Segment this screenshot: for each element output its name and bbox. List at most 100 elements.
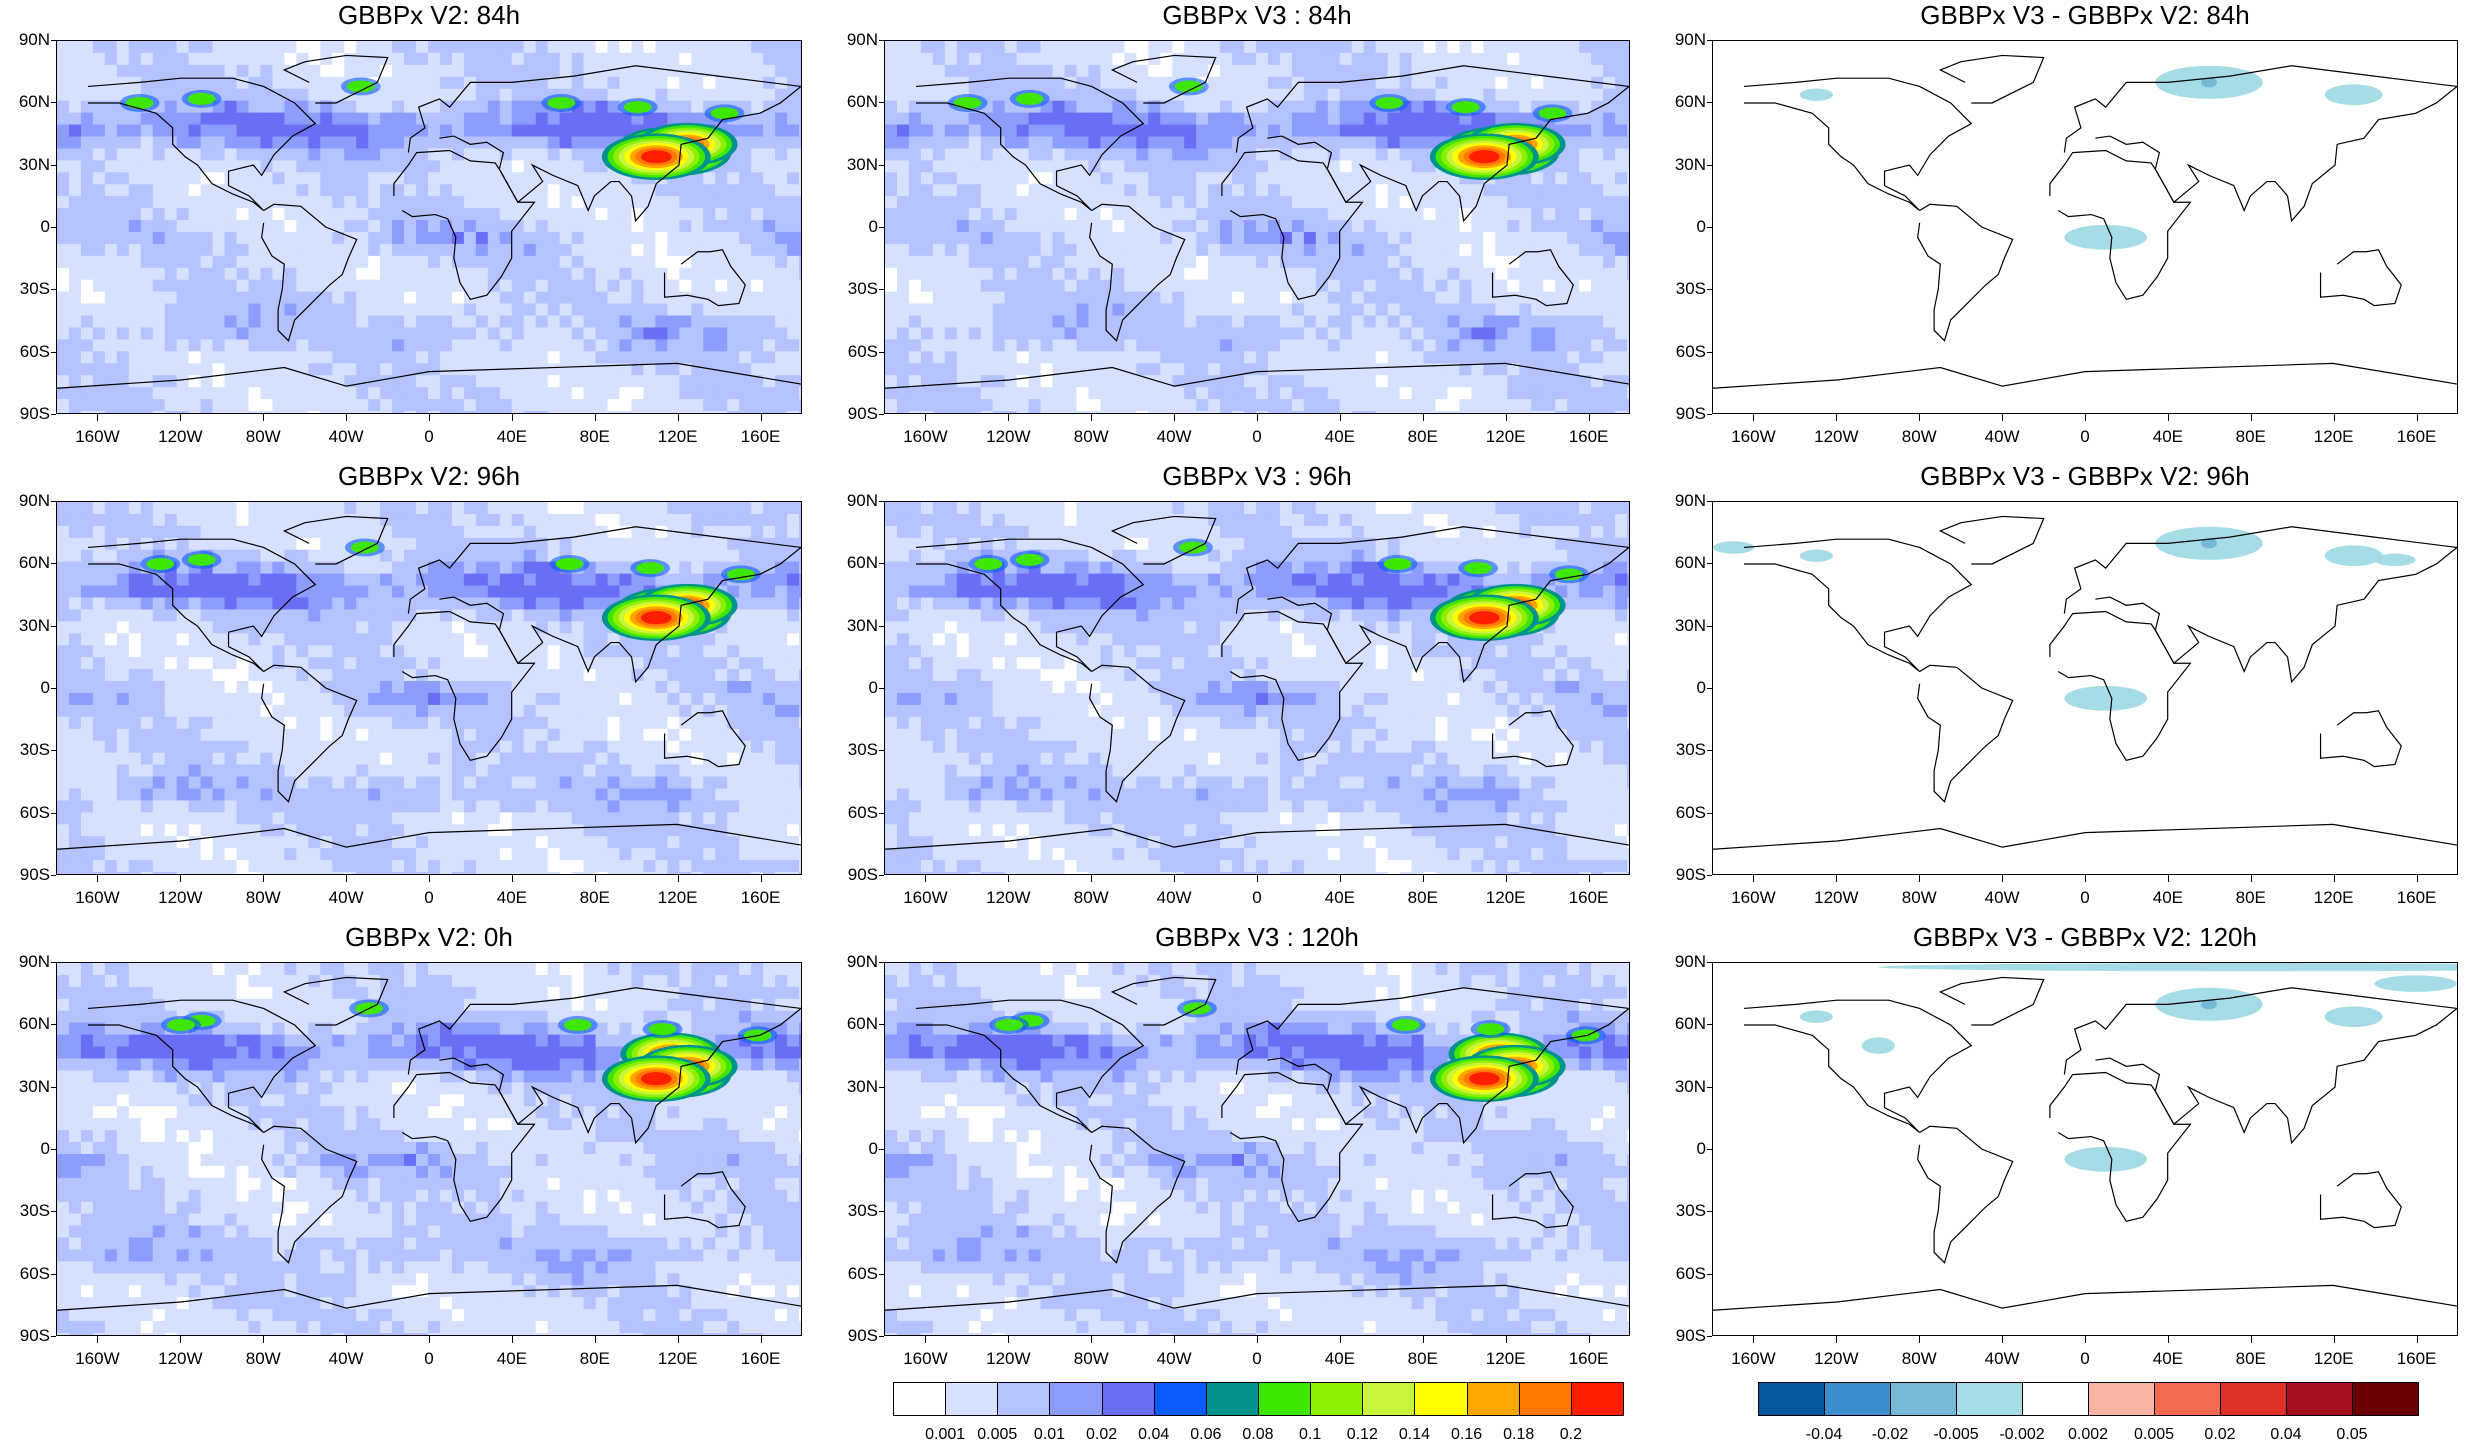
lat-tick: [51, 875, 56, 876]
lat-label: 30S: [0, 1202, 50, 1219]
lat-label: 0: [822, 218, 878, 235]
lat-label: 60S: [822, 1265, 878, 1282]
lon-tick: [1423, 1336, 1424, 1343]
legend-swatch: [2022, 1382, 2089, 1416]
lon-tick: [429, 414, 430, 421]
lat-tick: [51, 1149, 56, 1150]
lat-tick: [51, 626, 56, 627]
legend-swatch: [1414, 1382, 1467, 1416]
lon-label: 80W: [233, 889, 293, 906]
lon-label: 80W: [1889, 889, 1949, 906]
lon-tick: [512, 414, 513, 421]
lon-label: 80E: [1393, 428, 1453, 445]
map-area: [56, 501, 802, 875]
lat-tick: [1707, 1024, 1712, 1025]
lon-tick: [761, 414, 762, 421]
lon-label: 120E: [2304, 889, 2364, 906]
lon-label: 160E: [1559, 1350, 1619, 1367]
lat-label: 60S: [822, 804, 878, 821]
lat-label: 90N: [822, 31, 878, 48]
lon-tick: [2002, 414, 2003, 421]
lon-tick: [595, 414, 596, 421]
legend-swatch: [1519, 1382, 1572, 1416]
panel-title: GBBPx V2: 0h: [56, 922, 802, 952]
lat-tick: [879, 501, 884, 502]
lon-label: 160W: [895, 428, 955, 445]
lat-tick: [51, 1024, 56, 1025]
lon-tick: [1257, 875, 1258, 882]
lat-label: 60S: [0, 343, 50, 360]
lon-tick: [1836, 414, 1837, 421]
field-shading: [885, 502, 1629, 874]
lon-label: 40W: [1972, 889, 2032, 906]
lon-label: 40E: [1310, 1350, 1370, 1367]
lat-label: 90N: [1650, 492, 1706, 509]
lat-tick: [51, 813, 56, 814]
lon-tick: [1423, 875, 1424, 882]
lon-label: 0: [399, 1350, 459, 1367]
lat-tick: [51, 563, 56, 564]
lat-label: 30N: [822, 617, 878, 634]
lat-tick: [51, 352, 56, 353]
lat-tick: [1707, 563, 1712, 564]
lon-label: 80W: [1061, 428, 1121, 445]
lon-label: 120W: [150, 428, 210, 445]
legend-swatch: [997, 1382, 1050, 1416]
lon-tick: [678, 414, 679, 421]
legend-label: 0.02: [2185, 1426, 2255, 1444]
map-area: [884, 40, 1630, 414]
lat-label: 30N: [822, 156, 878, 173]
lon-tick: [1174, 875, 1175, 882]
lon-tick: [2251, 414, 2252, 421]
field-shading: [57, 502, 801, 874]
lon-tick: [925, 1336, 926, 1343]
lat-tick: [1707, 352, 1712, 353]
lat-tick: [51, 750, 56, 751]
lon-tick: [1174, 414, 1175, 421]
lon-label: 160E: [731, 1350, 791, 1367]
lat-label: 30S: [0, 741, 50, 758]
legend-swatch: [1956, 1382, 2023, 1416]
lon-label: 160E: [2387, 889, 2447, 906]
lon-label: 160W: [1723, 428, 1783, 445]
difference-map: [1713, 41, 2457, 413]
lon-tick: [595, 1336, 596, 1343]
lon-tick: [2085, 875, 2086, 882]
lat-tick: [879, 40, 884, 41]
legend-label: -0.005: [1921, 1426, 1991, 1444]
legend-swatch: [1206, 1382, 1259, 1416]
lat-tick: [879, 102, 884, 103]
lon-label: 80E: [565, 889, 625, 906]
lat-tick: [1707, 289, 1712, 290]
lat-label: 60N: [1650, 1015, 1706, 1032]
lat-label: 90N: [822, 492, 878, 509]
lat-tick: [1707, 102, 1712, 103]
lat-tick: [879, 414, 884, 415]
lat-tick: [1707, 626, 1712, 627]
lat-label: 60N: [822, 1015, 878, 1032]
lat-tick: [879, 750, 884, 751]
lat-tick: [879, 962, 884, 963]
lon-tick: [678, 1336, 679, 1343]
lon-label: 0: [399, 428, 459, 445]
lon-tick: [925, 414, 926, 421]
lon-label: 40E: [2138, 428, 2198, 445]
map-area: [56, 962, 802, 1336]
lat-tick: [1707, 227, 1712, 228]
coastlines: [1713, 977, 2457, 1310]
lat-label: 90S: [1650, 1327, 1706, 1344]
lon-label: 160E: [2387, 1350, 2447, 1367]
lon-label: 120W: [1806, 428, 1866, 445]
legend-swatch: [1571, 1382, 1624, 1416]
lat-label: 90S: [0, 405, 50, 422]
lon-label: 120W: [150, 1350, 210, 1367]
lat-label: 60N: [1650, 554, 1706, 571]
lon-tick: [1919, 414, 1920, 421]
legend-label: 0.04: [2251, 1426, 2321, 1444]
lat-tick: [51, 102, 56, 103]
lon-tick: [2334, 875, 2335, 882]
legend-label: 0.005: [2119, 1426, 2189, 1444]
lon-tick: [1340, 414, 1341, 421]
lat-label: 30N: [1650, 156, 1706, 173]
